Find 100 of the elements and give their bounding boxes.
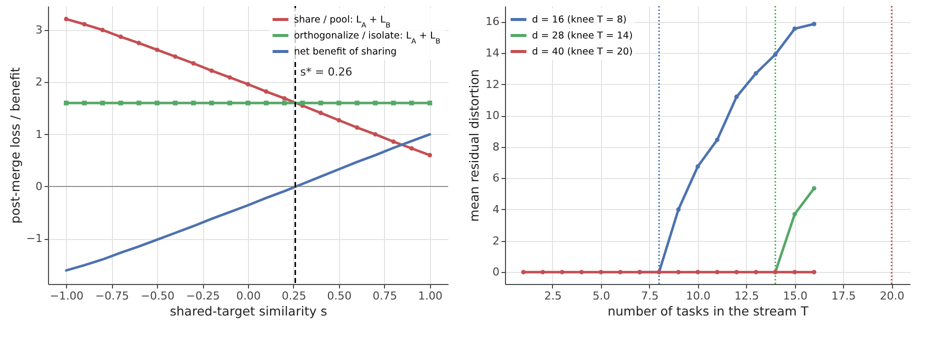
ref-line-label: s* = 0.26 bbox=[300, 66, 352, 79]
point bbox=[696, 164, 700, 169]
point bbox=[792, 26, 797, 31]
point bbox=[696, 270, 700, 274]
point bbox=[734, 270, 739, 274]
point bbox=[136, 40, 142, 46]
y-tick-label: 0 bbox=[36, 180, 42, 193]
x-tick-label: 1.00 bbox=[418, 290, 443, 302]
y-axis-title: post-merge loss / benefit bbox=[7, 67, 22, 224]
point bbox=[373, 132, 378, 137]
legend-label: orthogonalize / isolate: L$_{A}$ + L$_{B}$ bbox=[294, 30, 440, 45]
point bbox=[118, 34, 123, 40]
point bbox=[300, 100, 305, 106]
y-tick-label: 4 bbox=[492, 202, 500, 216]
point bbox=[773, 52, 778, 57]
point bbox=[372, 100, 378, 106]
y-tick-label: 1 bbox=[36, 128, 42, 141]
point bbox=[336, 100, 342, 106]
point bbox=[792, 270, 797, 274]
point bbox=[391, 100, 396, 106]
point bbox=[598, 270, 604, 274]
y-tick-label: 6 bbox=[492, 172, 500, 185]
point bbox=[154, 100, 160, 106]
point bbox=[521, 270, 526, 274]
point bbox=[540, 270, 546, 274]
y-tick-label: 10 bbox=[486, 109, 500, 122]
y-tick-label: 2 bbox=[36, 76, 42, 89]
point bbox=[409, 146, 414, 151]
x-axis-title: shared-target similarity s bbox=[170, 304, 328, 318]
point bbox=[579, 270, 584, 274]
x-tick-label: 0.75 bbox=[372, 290, 398, 302]
x-tick-label: 7.5 bbox=[641, 290, 659, 302]
point bbox=[428, 152, 432, 158]
point bbox=[391, 139, 396, 144]
point bbox=[64, 16, 68, 22]
y-tick-label: 16 bbox=[486, 15, 500, 28]
point bbox=[227, 100, 232, 106]
point bbox=[191, 100, 196, 106]
x-axis-title: number of tasks in the stream T bbox=[608, 304, 809, 318]
y-tick-label: 3 bbox=[36, 23, 42, 36]
point bbox=[354, 125, 360, 130]
point bbox=[136, 100, 142, 106]
y-tick-label: 0 bbox=[492, 266, 500, 279]
point bbox=[734, 94, 739, 100]
x-tick-label: −0.50 bbox=[140, 290, 174, 302]
point bbox=[100, 100, 105, 106]
x-tick-label: 10.0 bbox=[686, 290, 711, 302]
point bbox=[64, 100, 69, 106]
x-tick-label: 0.00 bbox=[236, 290, 261, 302]
legend-label: share / pool: L$_{A}$ + L$_{B}$ bbox=[294, 14, 391, 29]
legend-label: d = 40 (knee T = 20) bbox=[532, 46, 633, 58]
point bbox=[714, 270, 720, 274]
point bbox=[676, 270, 681, 274]
x-tick-label: −1.00 bbox=[50, 290, 84, 302]
point bbox=[100, 28, 105, 32]
legend-label: d = 28 (knee T = 14) bbox=[532, 30, 633, 42]
x-tick-label: 0.50 bbox=[327, 290, 352, 302]
x-tick-label: 5.0 bbox=[592, 290, 610, 302]
x-tick-label: −0.25 bbox=[186, 290, 220, 302]
x-tick-label: −0.75 bbox=[95, 290, 129, 302]
point bbox=[209, 100, 214, 106]
point bbox=[282, 100, 287, 106]
legend-label: d = 16 (knee T = 8) bbox=[532, 14, 627, 26]
point bbox=[82, 22, 87, 26]
point bbox=[246, 100, 250, 106]
point bbox=[427, 100, 432, 106]
point bbox=[264, 100, 269, 106]
point bbox=[282, 96, 287, 101]
x-tick-label: 17.5 bbox=[831, 290, 856, 302]
point bbox=[118, 100, 124, 106]
point bbox=[191, 61, 196, 66]
y-tick-label: 12 bbox=[486, 78, 500, 91]
point bbox=[264, 89, 268, 94]
point bbox=[228, 75, 232, 80]
point bbox=[618, 270, 623, 274]
point bbox=[754, 71, 758, 76]
point bbox=[812, 22, 816, 26]
y-axis-title: mean residual distortion bbox=[466, 69, 482, 222]
x-tick-label: 20.0 bbox=[880, 290, 904, 302]
point bbox=[560, 270, 564, 274]
point bbox=[336, 118, 342, 122]
point bbox=[318, 110, 323, 116]
point bbox=[676, 207, 681, 212]
point bbox=[173, 54, 178, 59]
point bbox=[318, 100, 324, 106]
point bbox=[812, 186, 816, 191]
x-tick-label: 0.25 bbox=[282, 290, 306, 302]
x-tick-label: 12.5 bbox=[734, 290, 760, 302]
point bbox=[82, 100, 87, 106]
y-tick-label: 14 bbox=[486, 46, 500, 60]
legend-label: net benefit of sharing bbox=[294, 46, 397, 58]
point bbox=[354, 100, 360, 106]
y-tick-label: 8 bbox=[492, 140, 500, 154]
line-series bbox=[64, 133, 432, 272]
point bbox=[409, 100, 414, 106]
y-tick-label: −1 bbox=[26, 232, 42, 246]
point bbox=[209, 68, 214, 73]
point bbox=[812, 270, 816, 274]
x-tick-label: 15.0 bbox=[782, 290, 808, 302]
y-tick-label: 2 bbox=[492, 234, 500, 248]
